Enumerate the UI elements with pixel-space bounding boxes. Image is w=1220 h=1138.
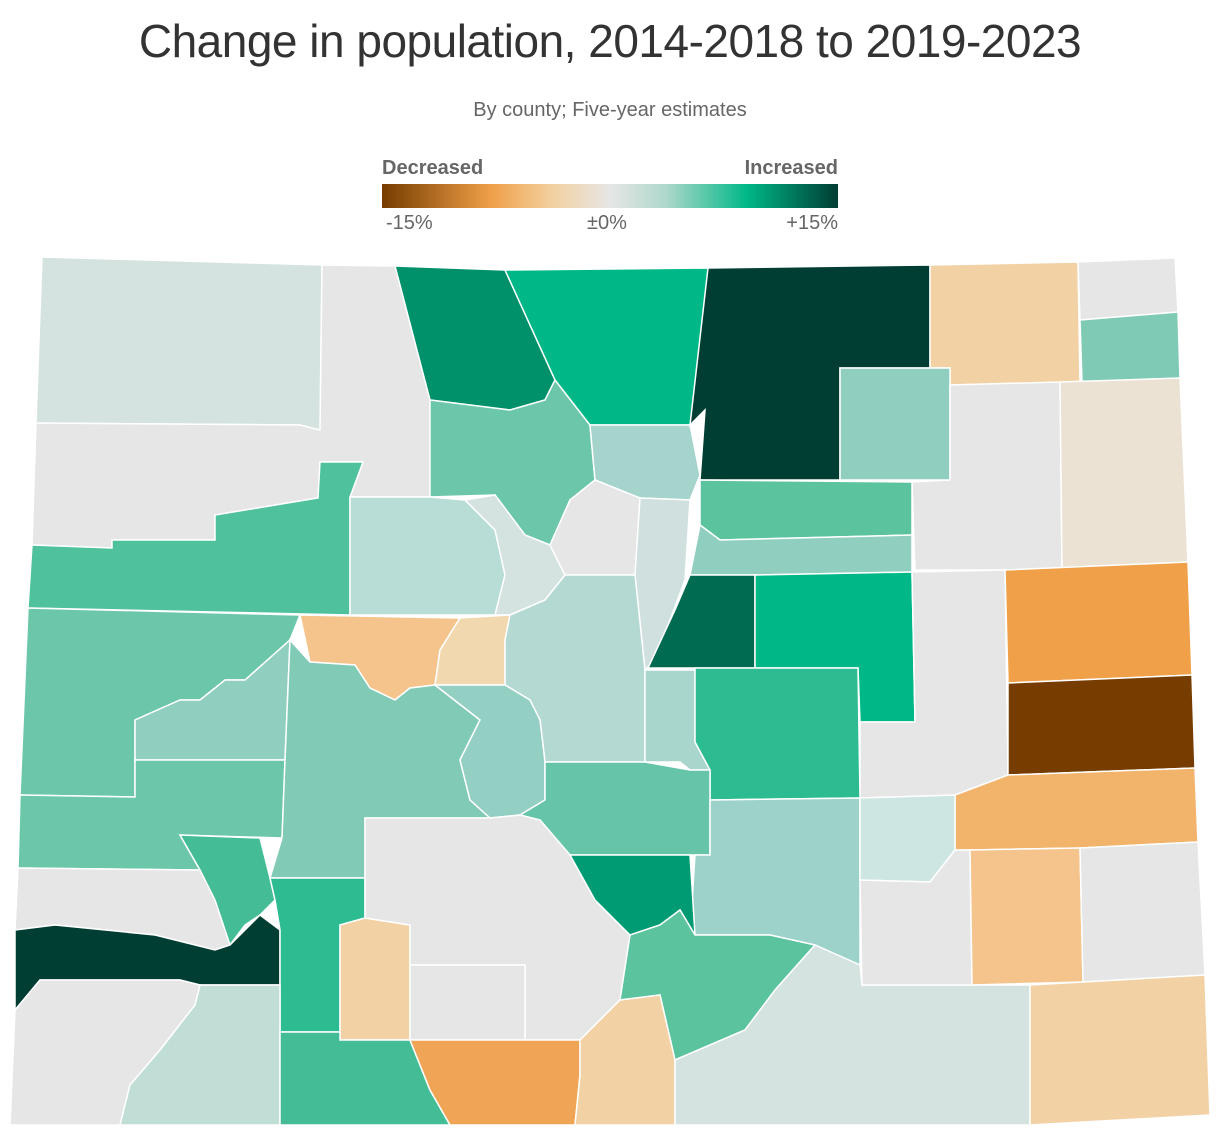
county[interactable] [119, 984, 281, 1126]
county[interactable] [1029, 974, 1211, 1126]
legend-tick-min: -15% [386, 212, 433, 234]
county[interactable] [1079, 311, 1181, 383]
county[interactable] [35, 256, 323, 433]
county[interactable] [1004, 561, 1193, 684]
legend-gradient-bar [382, 184, 838, 208]
page-subtitle: By county; Five-year estimates [473, 99, 747, 121]
county[interactable] [674, 944, 1031, 1126]
legend-low-label: Decreased [382, 157, 484, 179]
legend-high-label: Increased [744, 157, 838, 179]
county[interactable] [1077, 257, 1179, 321]
county[interactable] [409, 964, 526, 1041]
county[interactable] [27, 461, 365, 616]
county[interactable] [1007, 674, 1196, 776]
page-title: Change in population, 2014-2018 to 2019-… [138, 15, 1082, 67]
county[interactable] [929, 261, 1081, 386]
county[interactable] [1059, 377, 1189, 569]
county[interactable] [694, 667, 861, 801]
county[interactable] [1079, 841, 1206, 983]
county[interactable] [839, 367, 951, 481]
legend-tick-zero: ±0% [587, 212, 627, 234]
colorado-county-map [9, 256, 1211, 1126]
county[interactable] [969, 847, 1084, 986]
county[interactable] [178, 834, 276, 947]
color-legend: Decreased Increased -15% ±0% +15% [382, 157, 838, 237]
county[interactable] [699, 479, 913, 541]
legend-tick-max: +15% [786, 212, 838, 234]
county[interactable] [339, 917, 411, 1041]
